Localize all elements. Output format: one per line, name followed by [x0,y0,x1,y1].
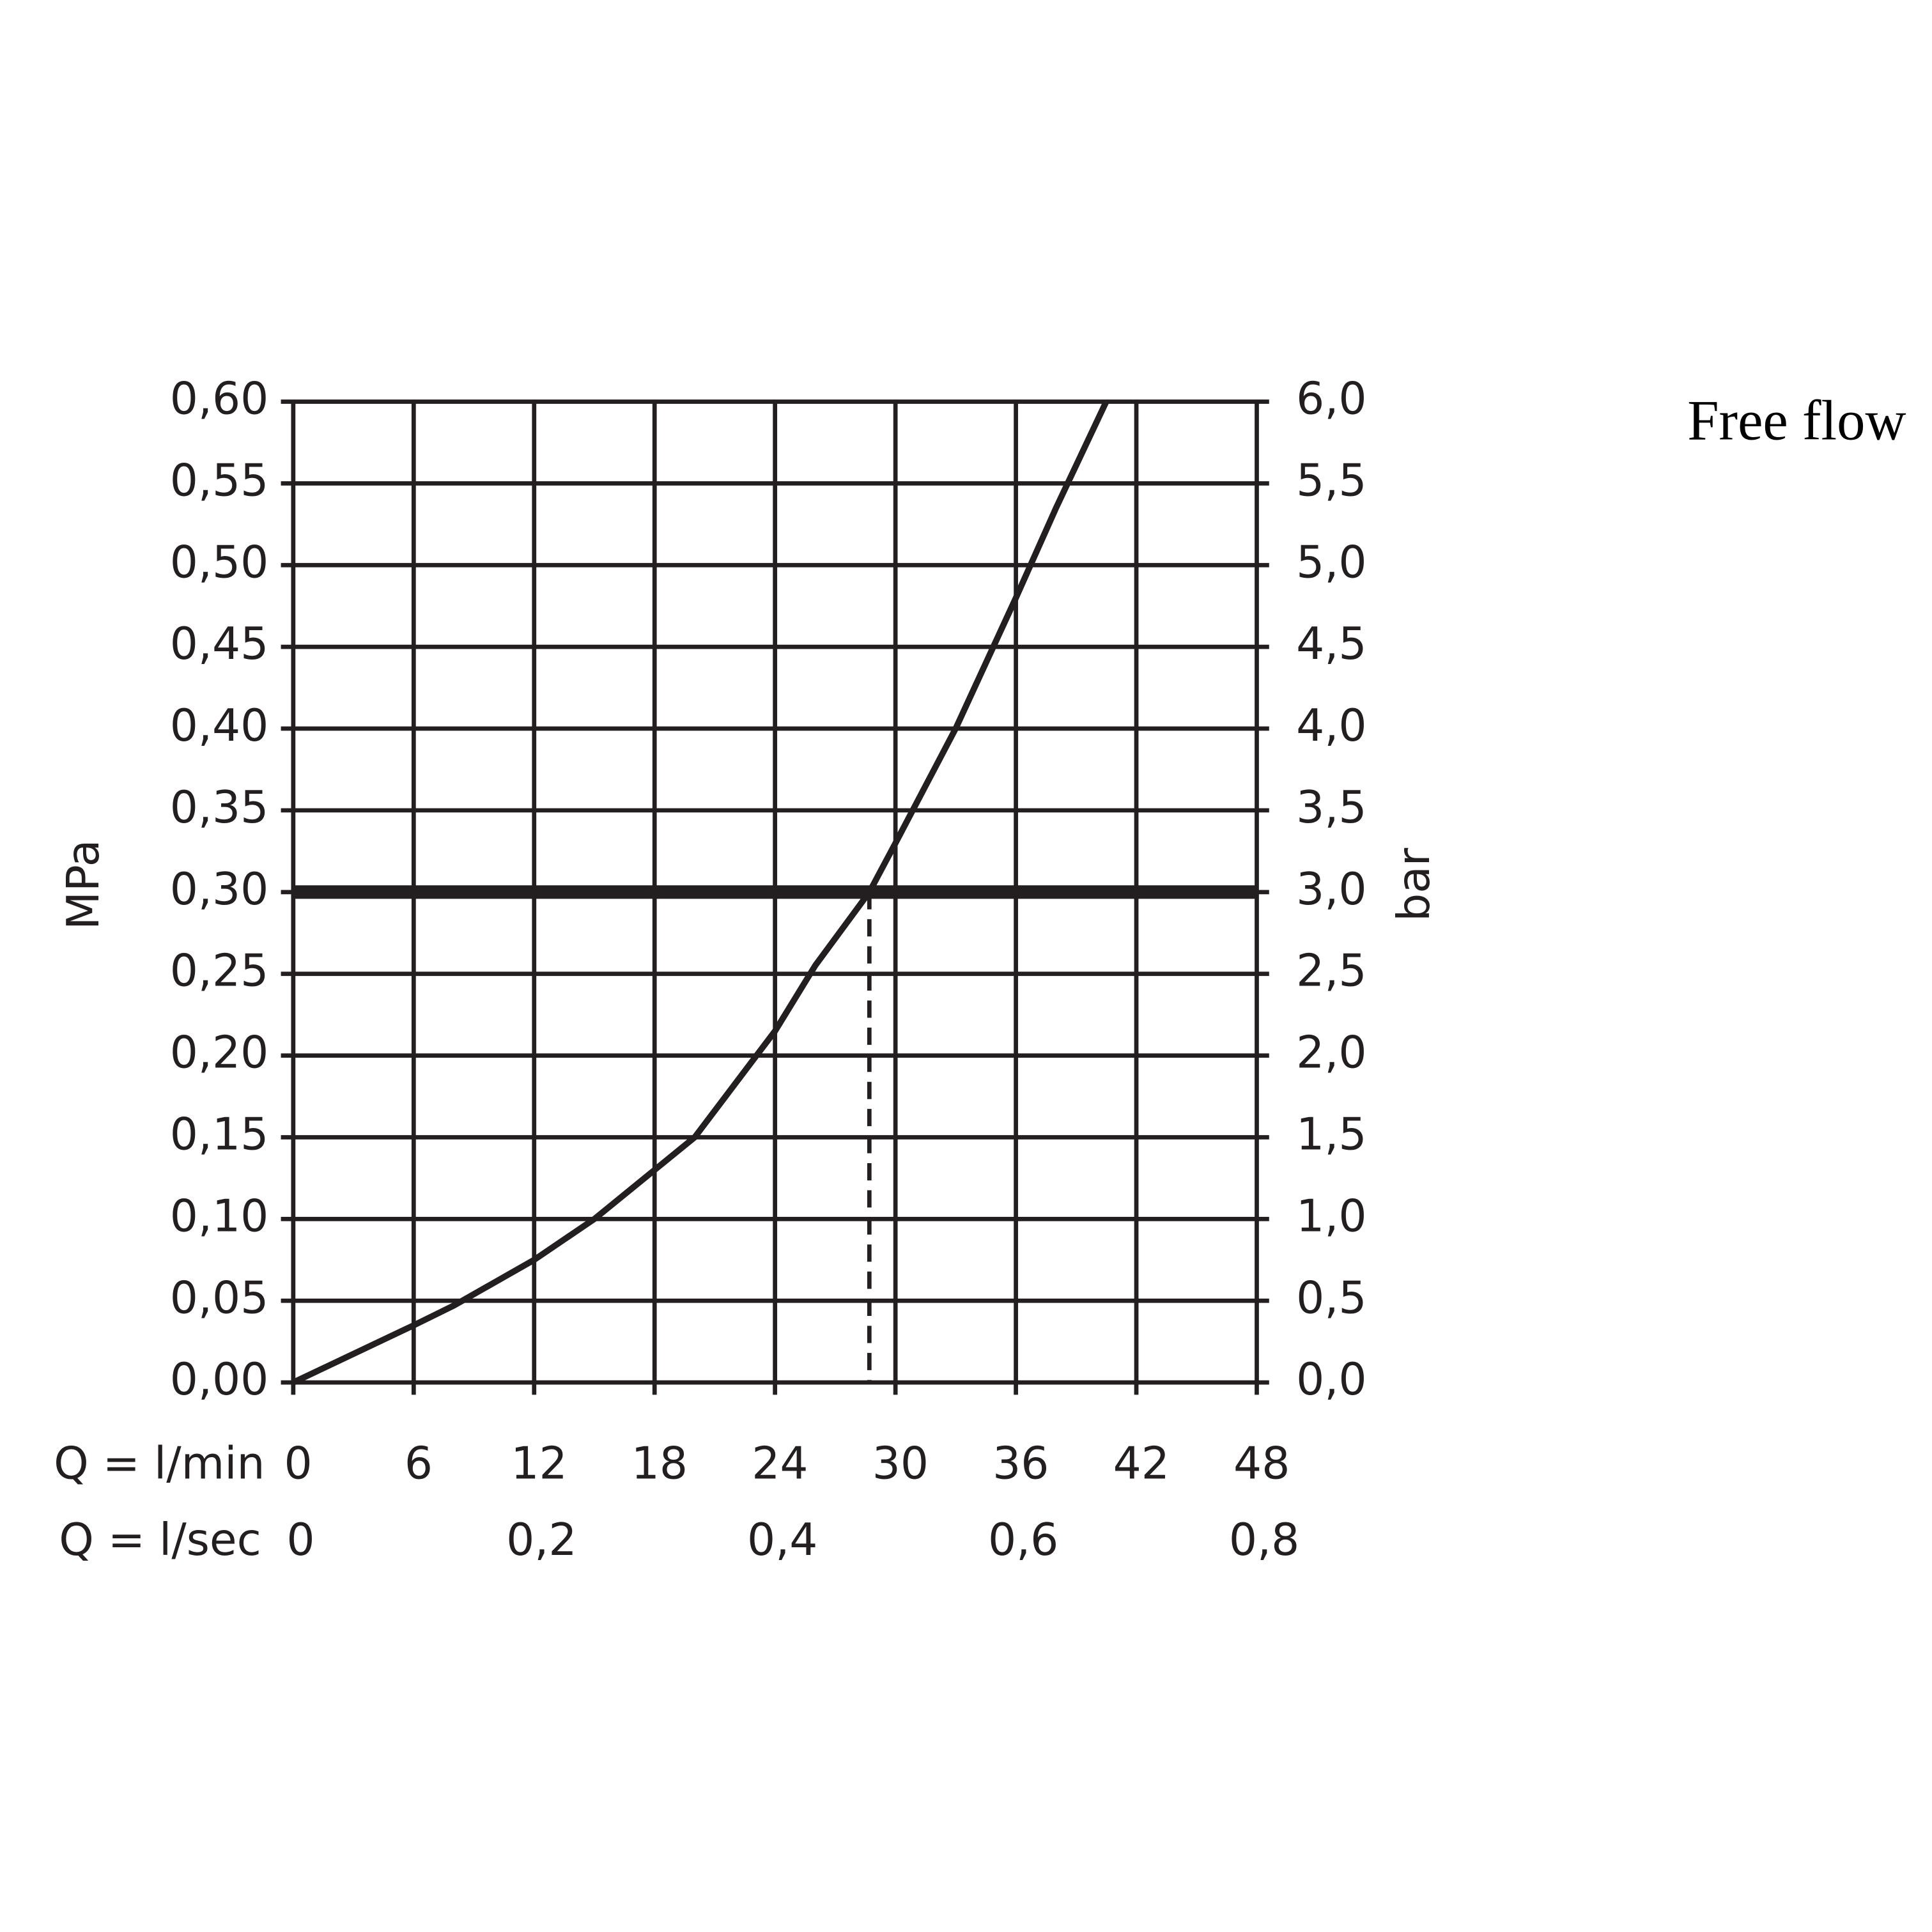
y2-tick-label: 4,5 [1296,619,1366,670]
y2-tick-label: 0,0 [1296,1354,1366,1405]
y-tick-label: 0,35 [170,782,269,833]
y-tick-label: 0,25 [170,946,269,997]
x2-axis-label: Q = l/sec [59,1515,261,1566]
y-tick-label: 0,40 [170,700,269,752]
y2-tick-label: 3,0 [1296,864,1366,915]
curve [291,400,1109,1386]
x2-tick-label: 0,6 [988,1515,1058,1566]
y2-tick-label: 5,0 [1296,537,1366,588]
y-tick-label: 0,50 [170,537,269,588]
x2-tick-label: 0 [286,1515,314,1566]
y2-tick-label: 1,0 [1296,1191,1366,1242]
x-tick-label: 30 [872,1438,929,1489]
y2-axis-label: bar [1389,847,1440,922]
x2-tick-label: 0,2 [506,1515,576,1566]
y-tick-label: 0,05 [170,1272,269,1324]
y-tick-label: 0,00 [170,1354,269,1405]
y2-tick-label: 2,5 [1296,946,1366,997]
x-tick-label: 24 [752,1438,808,1489]
y-tick-label: 0,20 [170,1028,269,1079]
x-tick-label: 0 [284,1438,312,1489]
y2-tick-label: 4,0 [1296,700,1366,752]
y2-tick-label: 2,0 [1296,1028,1366,1079]
y-tick-label: 0,10 [170,1191,269,1242]
x-axis-label: Q = l/min [54,1438,265,1489]
x-tick-label: 48 [1233,1438,1290,1489]
y2-tick-label: 3,5 [1296,782,1366,833]
y2-tick-label: 6,0 [1296,374,1366,425]
y2-tick-label: 1,5 [1296,1109,1366,1161]
y2-tick-label: 0,5 [1296,1272,1366,1324]
y-tick-label: 0,55 [170,455,269,506]
chart-title: Free flow [1687,389,1906,452]
x-tick-label: 6 [405,1438,433,1489]
y-tick-label: 0,30 [170,864,269,915]
y-tick-label: 0,15 [170,1109,269,1161]
x-tick-label: 18 [631,1438,688,1489]
y-axis-label: MPa [58,840,109,930]
x-tick-label: 42 [1113,1438,1170,1489]
x-tick-label: 12 [511,1438,567,1489]
y-tick-label: 0,60 [170,374,269,425]
x2-tick-label: 0,4 [747,1515,817,1566]
x-tick-label: 36 [993,1438,1049,1489]
x2-tick-label: 0,8 [1229,1515,1299,1566]
y2-tick-label: 5,5 [1296,455,1366,506]
y-tick-label: 0,45 [170,619,269,670]
